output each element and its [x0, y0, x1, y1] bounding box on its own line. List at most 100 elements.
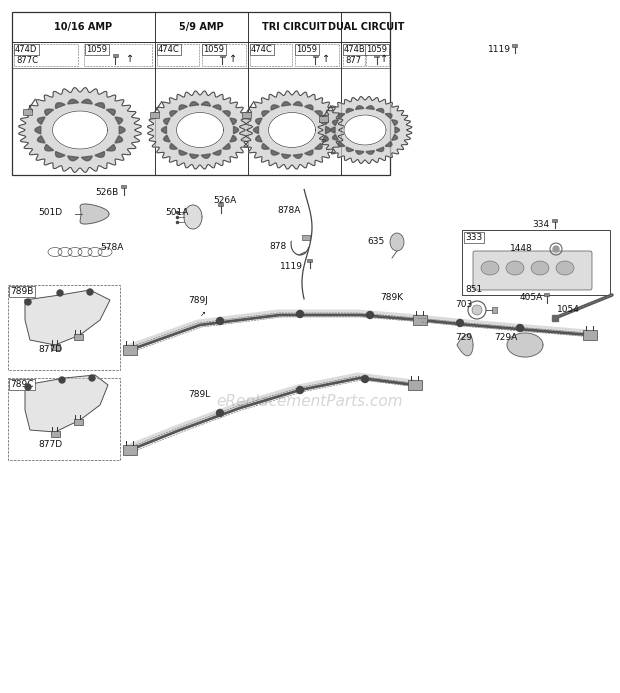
Bar [202, 44, 246, 66]
Bar [374, 54, 379, 57]
Text: 5/9 AMP: 5/9 AMP [179, 22, 223, 32]
Bar [121, 185, 126, 188]
Bar [14, 44, 78, 66]
Bar [74, 334, 83, 340]
Polygon shape [37, 136, 45, 143]
Text: 405A: 405A [520, 293, 543, 302]
Text: 877C: 877C [16, 56, 38, 65]
FancyBboxPatch shape [473, 251, 592, 290]
Circle shape [553, 246, 559, 252]
Polygon shape [148, 91, 252, 169]
Bar [24, 109, 32, 115]
Ellipse shape [390, 233, 404, 251]
Polygon shape [293, 154, 303, 158]
Bar [313, 54, 318, 57]
Text: 1448: 1448 [510, 244, 533, 253]
Polygon shape [262, 111, 269, 116]
Polygon shape [45, 109, 53, 116]
Text: 703: 703 [455, 300, 472, 309]
Polygon shape [356, 150, 364, 155]
Polygon shape [344, 115, 386, 145]
Polygon shape [190, 102, 199, 106]
Circle shape [296, 387, 304, 394]
Circle shape [516, 324, 523, 331]
Circle shape [57, 290, 63, 296]
Bar [51, 344, 60, 350]
Circle shape [216, 317, 223, 324]
Polygon shape [239, 91, 345, 169]
Circle shape [456, 319, 464, 326]
Circle shape [89, 375, 95, 381]
Polygon shape [81, 156, 92, 161]
Text: 10/16 AMP: 10/16 AMP [54, 22, 112, 32]
Polygon shape [338, 114, 345, 119]
Polygon shape [213, 150, 221, 155]
Polygon shape [201, 102, 210, 106]
Text: 526B: 526B [95, 188, 118, 197]
Polygon shape [304, 150, 313, 155]
Polygon shape [330, 127, 335, 133]
Text: 729A: 729A [494, 333, 517, 342]
Polygon shape [177, 112, 223, 148]
Ellipse shape [506, 261, 524, 275]
Text: 1059: 1059 [296, 45, 317, 54]
Polygon shape [184, 205, 202, 229]
Polygon shape [314, 111, 322, 116]
Bar [8, 378, 120, 460]
Bar [366, 44, 389, 66]
Circle shape [366, 311, 373, 319]
Polygon shape [507, 333, 543, 357]
Text: 878A: 878A [277, 206, 300, 215]
Text: 1119: 1119 [280, 262, 303, 271]
Bar [462, 230, 610, 295]
Polygon shape [304, 105, 313, 110]
Polygon shape [170, 143, 177, 149]
Polygon shape [81, 99, 92, 104]
Bar [413, 315, 427, 325]
Polygon shape [254, 127, 259, 134]
Polygon shape [107, 109, 115, 116]
Bar [113, 54, 118, 57]
Polygon shape [80, 204, 109, 224]
Polygon shape [68, 156, 79, 161]
Circle shape [59, 377, 65, 383]
Bar [8, 285, 120, 370]
Bar [583, 330, 597, 340]
Bar [51, 431, 60, 437]
Polygon shape [55, 103, 65, 108]
Polygon shape [314, 143, 322, 149]
Polygon shape [332, 134, 339, 140]
Polygon shape [201, 154, 210, 158]
Polygon shape [223, 111, 230, 116]
Text: 877D: 877D [38, 440, 62, 449]
Text: 789K: 789K [380, 293, 403, 302]
Text: 474D: 474D [15, 45, 37, 54]
Text: 1059: 1059 [203, 45, 224, 54]
Polygon shape [179, 105, 187, 110]
Polygon shape [68, 99, 79, 104]
Polygon shape [107, 145, 115, 151]
Polygon shape [119, 126, 125, 134]
Bar [544, 293, 549, 296]
Text: 501A: 501A [165, 208, 188, 217]
Text: DUAL CIRCUIT: DUAL CIRCUIT [328, 22, 404, 32]
Polygon shape [271, 105, 280, 110]
Polygon shape [262, 143, 269, 149]
Ellipse shape [531, 261, 549, 275]
Bar [492, 307, 497, 313]
Text: TRI CIRCUIT: TRI CIRCUIT [262, 22, 326, 32]
Text: 729: 729 [455, 333, 472, 342]
Text: 789L: 789L [188, 390, 210, 399]
Polygon shape [230, 119, 236, 125]
Polygon shape [53, 111, 107, 149]
Bar [218, 203, 223, 206]
Polygon shape [213, 105, 221, 110]
Polygon shape [255, 135, 262, 142]
Polygon shape [347, 109, 353, 113]
Bar [74, 419, 83, 425]
Text: 1119: 1119 [488, 45, 511, 54]
Bar [302, 235, 310, 240]
Text: 1054: 1054 [557, 305, 580, 314]
Bar [512, 44, 517, 47]
Polygon shape [322, 135, 329, 142]
